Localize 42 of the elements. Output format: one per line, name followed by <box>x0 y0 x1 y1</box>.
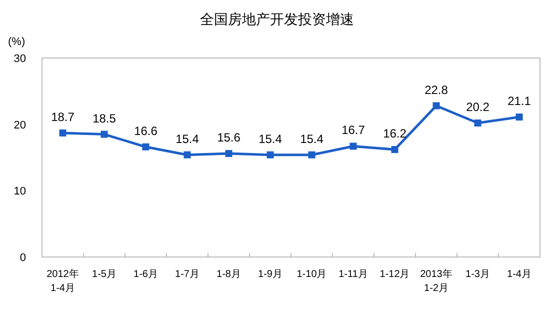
x-tick-label: 1-8月 <box>216 269 241 280</box>
y-axis-title: (%) <box>8 36 26 48</box>
data-label: 20.2 <box>466 100 490 114</box>
point <box>391 146 398 154</box>
point <box>516 114 523 121</box>
data-label: 15.6 <box>217 130 241 145</box>
y-tick-label: 30 <box>14 53 26 65</box>
y-tick-label: 20 <box>14 119 26 132</box>
point <box>100 130 108 138</box>
data-label: 15.4 <box>300 132 324 146</box>
x-tick-label: 1-4月 <box>507 269 532 280</box>
point <box>142 143 150 150</box>
data-label: 16.6 <box>134 124 158 138</box>
point <box>184 151 191 158</box>
point <box>308 151 316 158</box>
data-label: 15.4 <box>258 132 282 146</box>
x-tick-label: 1-10月 <box>296 269 327 280</box>
point <box>474 120 482 127</box>
x-tick-label: 1-5月 <box>92 269 116 280</box>
x-tick-label: 1-12月 <box>380 269 410 280</box>
x-tick-label: 1-9月 <box>258 269 282 280</box>
data-label: 16.2 <box>383 126 407 141</box>
x-tick-label: 1-11月 <box>338 269 368 280</box>
point <box>350 142 357 150</box>
data-label: 16.7 <box>342 123 366 138</box>
data-label: 18.7 <box>51 110 75 124</box>
data-label: 21.1 <box>508 94 532 108</box>
x-tick-label: 1-7月 <box>175 269 200 280</box>
data-label: 22.8 <box>424 82 448 97</box>
y-tick-label: 0 <box>20 252 26 264</box>
y-tick-label: 10 <box>14 186 26 198</box>
x-tick-label: 2013年 1-2月 <box>420 268 452 294</box>
x-tick-label: 2012年 1-4月 <box>46 268 79 294</box>
x-tick-label: 1-6月 <box>134 269 158 280</box>
data-label: 18.5 <box>92 111 116 126</box>
point <box>59 129 66 136</box>
chart-title: 全国房地产开发投资增速 <box>200 11 354 27</box>
data-label: 15.4 <box>176 132 200 146</box>
point <box>266 151 274 158</box>
x-tick-label: 1-3月 <box>466 269 490 280</box>
point <box>225 150 232 158</box>
point <box>432 102 440 110</box>
